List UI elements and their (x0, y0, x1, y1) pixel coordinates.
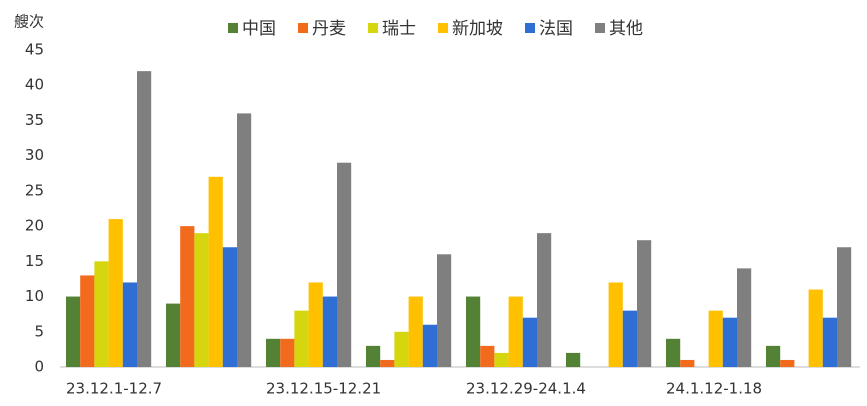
y-tick-label: 30 (25, 146, 44, 164)
bar (722, 317, 737, 367)
bar (637, 240, 652, 367)
y-tick-label: 45 (25, 41, 44, 59)
bar (766, 345, 781, 367)
legend-swatch (368, 23, 378, 33)
bar (137, 71, 152, 367)
x-tick-label: 23.12.29-24.1.4 (466, 380, 586, 398)
y-tick-label: 35 (25, 111, 44, 129)
bar (194, 233, 209, 367)
bar (237, 113, 252, 368)
bar (394, 331, 409, 367)
bar (337, 162, 352, 367)
bar (266, 338, 281, 367)
legend-label: 瑞士 (382, 19, 416, 39)
bar (94, 261, 109, 367)
y-tick-label: 20 (25, 217, 44, 235)
legend-swatch (438, 23, 448, 33)
bar (494, 352, 509, 367)
bar (122, 282, 137, 367)
bar (422, 324, 437, 367)
bar (308, 282, 323, 367)
bar (808, 289, 823, 367)
bar (437, 254, 452, 367)
legend-label: 丹麦 (312, 19, 346, 39)
y-tick-label: 0 (34, 358, 44, 376)
bar (280, 338, 295, 367)
legend-swatch (228, 23, 238, 33)
bar (737, 268, 752, 367)
bar (294, 310, 309, 367)
x-tick-label: 23.12.15-12.21 (266, 380, 381, 398)
x-tick-label: 24.1.12-1.18 (666, 380, 762, 398)
bar (480, 345, 495, 367)
bar (537, 233, 552, 367)
legend-label: 其他 (609, 19, 643, 39)
bar (566, 352, 581, 367)
bar (366, 345, 381, 367)
bar (408, 296, 423, 367)
y-tick-label: 10 (25, 287, 44, 305)
bar (66, 296, 81, 367)
bar (622, 310, 637, 367)
bar (208, 176, 223, 367)
y-tick-label: 25 (25, 181, 44, 199)
legend-label: 法国 (539, 19, 573, 39)
bar (380, 359, 395, 367)
legend-swatch (595, 23, 605, 33)
bar (522, 317, 537, 367)
y-tick-label: 15 (25, 252, 44, 270)
bar (80, 275, 95, 367)
legend-swatch (525, 23, 535, 33)
bar (466, 296, 481, 367)
legend-label: 中国 (242, 19, 276, 39)
bar (108, 219, 123, 367)
bar (837, 247, 852, 367)
y-axis-label: 艘次 (14, 13, 44, 31)
bar (708, 310, 723, 367)
bar (608, 282, 623, 367)
bar (166, 303, 181, 367)
legend-label: 新加坡 (452, 19, 503, 39)
bar (666, 338, 681, 367)
y-tick-label: 5 (34, 322, 44, 340)
bar (822, 317, 837, 367)
bar (780, 359, 795, 367)
bar (180, 226, 195, 367)
legend-swatch (298, 23, 308, 33)
bar (322, 296, 337, 367)
bar (508, 296, 523, 367)
bar (680, 359, 695, 367)
x-tick-label: 23.12.1-12.7 (66, 380, 162, 398)
y-tick-label: 40 (25, 76, 44, 94)
bar (222, 247, 237, 367)
